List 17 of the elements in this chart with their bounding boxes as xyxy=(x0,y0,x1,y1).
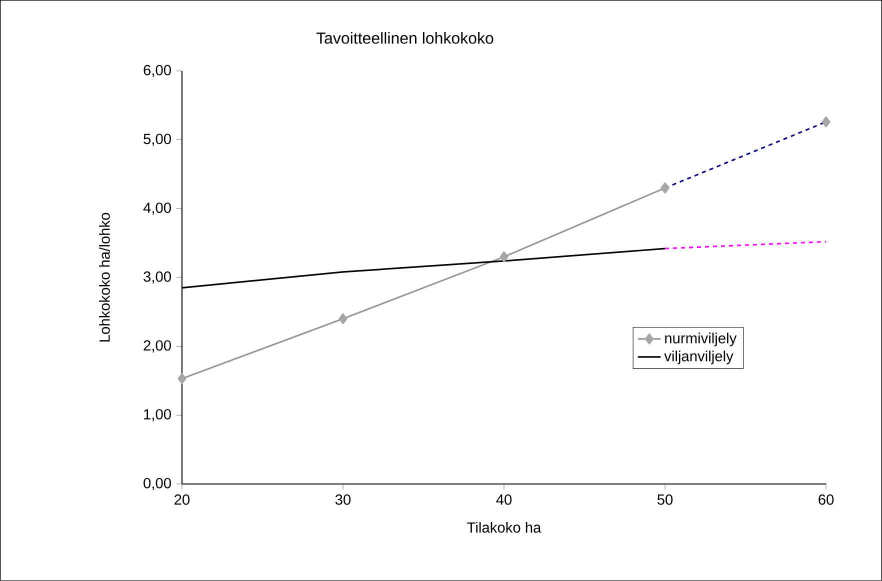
x-tick-label: 20 xyxy=(174,494,190,505)
y-tick-label: 1,00 xyxy=(144,409,171,422)
legend-label: viljanviljely xyxy=(664,350,734,364)
y-tick-label: 2,00 xyxy=(144,340,171,352)
legend-label: nurmiviljely xyxy=(665,332,737,346)
x-tick-label: 50 xyxy=(657,494,673,505)
x-tick-label: 60 xyxy=(818,494,834,505)
y-tick-label: 4,00 xyxy=(143,202,171,215)
x-axis-title: Tilakoko ha xyxy=(467,522,542,533)
y-tick-label: 3,00 xyxy=(144,271,171,284)
y-tick-label: 6,00 xyxy=(144,64,171,78)
x-tick-label: 40 xyxy=(496,494,512,505)
y-axis-title: Lohkokoko ha/lohko xyxy=(99,212,110,342)
x-tick-label: 30 xyxy=(335,494,351,505)
y-tick-label: 0,00 xyxy=(144,478,171,490)
y-tick-label: 5,00 xyxy=(144,134,171,146)
chart-title: Tavoitteellinen lohkokoko xyxy=(316,32,494,44)
